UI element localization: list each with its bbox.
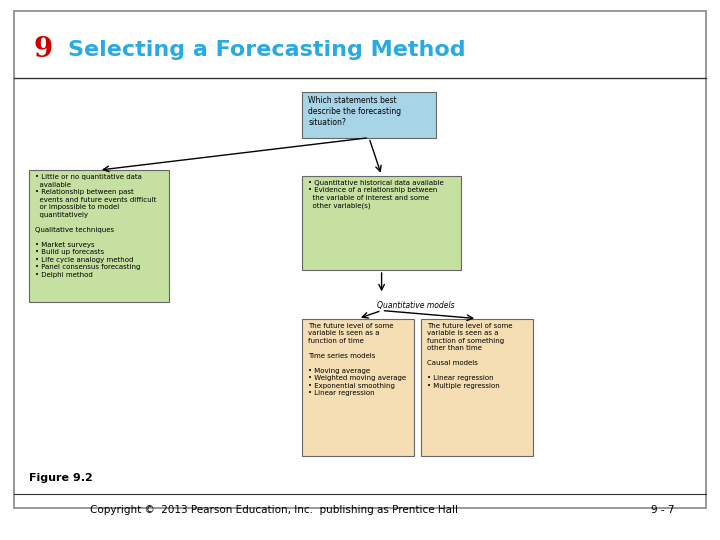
FancyBboxPatch shape (302, 92, 436, 138)
FancyBboxPatch shape (302, 176, 461, 270)
Text: Copyright ©  2013 Pearson Education, Inc.  publishing as Prentice Hall: Copyright © 2013 Pearson Education, Inc.… (89, 505, 458, 515)
FancyBboxPatch shape (421, 319, 533, 456)
Text: Selecting a Forecasting Method: Selecting a Forecasting Method (68, 39, 466, 60)
FancyBboxPatch shape (29, 170, 169, 302)
Text: The future level of some
variable is seen as a
function of something
other than : The future level of some variable is see… (427, 323, 513, 389)
Text: The future level of some
variable is seen as a
function of time

Time series mod: The future level of some variable is see… (308, 323, 406, 396)
Text: Figure 9.2: Figure 9.2 (29, 473, 93, 483)
Text: Which statements best
describe the forecasting
situation?: Which statements best describe the forec… (308, 96, 401, 127)
Text: • Quantitative historical data available
• Evidence of a relationship between
  : • Quantitative historical data available… (308, 180, 444, 209)
Text: Quantitative models: Quantitative models (377, 301, 455, 309)
Text: 9 - 7: 9 - 7 (651, 505, 674, 515)
Text: • Little or no quantitative data
  available
• Relationship between past
  event: • Little or no quantitative data availab… (35, 174, 156, 278)
FancyBboxPatch shape (302, 319, 414, 456)
Text: 9: 9 (34, 36, 53, 63)
FancyBboxPatch shape (14, 11, 706, 508)
